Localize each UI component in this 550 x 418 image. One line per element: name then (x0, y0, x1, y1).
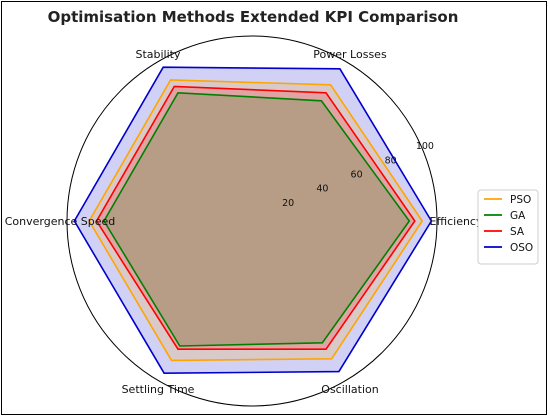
chart-title: Optimisation Methods Extended KPI Compar… (48, 8, 459, 26)
radial-tick-label: 80 (385, 155, 397, 166)
series-area-oso (74, 67, 432, 374)
series-line-oso (73, 66, 433, 375)
series-area-sa (96, 86, 415, 350)
axis-label-stability: Stability (135, 48, 181, 61)
radial-tick-label: 100 (416, 141, 434, 152)
legend-label-sa: SA (510, 226, 525, 238)
radial-tick-label: 40 (316, 184, 328, 195)
series-line-ga (103, 91, 411, 347)
axis-label-oscillation: Oscillation (321, 383, 378, 396)
legend-box (477, 189, 539, 265)
legend-label-pso: PSO (510, 194, 531, 206)
legend-label-ga: GA (510, 210, 526, 222)
axis-label-convergence-speed: Convergence Speed (5, 215, 116, 228)
radial-tick-label: 60 (351, 170, 363, 181)
series-area-pso (89, 80, 423, 361)
axis-label-settling-time: Settling Time (122, 383, 195, 396)
axis-label-power-losses: Power Losses (313, 48, 387, 61)
legend-label-oso: OSO (510, 242, 533, 254)
series-line-pso (88, 79, 424, 362)
legend: PSO GA SA OSO (477, 189, 539, 265)
series-line-sa (95, 85, 416, 351)
radial-tick-label: 20 (282, 198, 294, 209)
outer-ring (66, 35, 438, 407)
series-area-ga (104, 92, 410, 346)
axis-label-efficiency: Efficiency (430, 215, 483, 228)
